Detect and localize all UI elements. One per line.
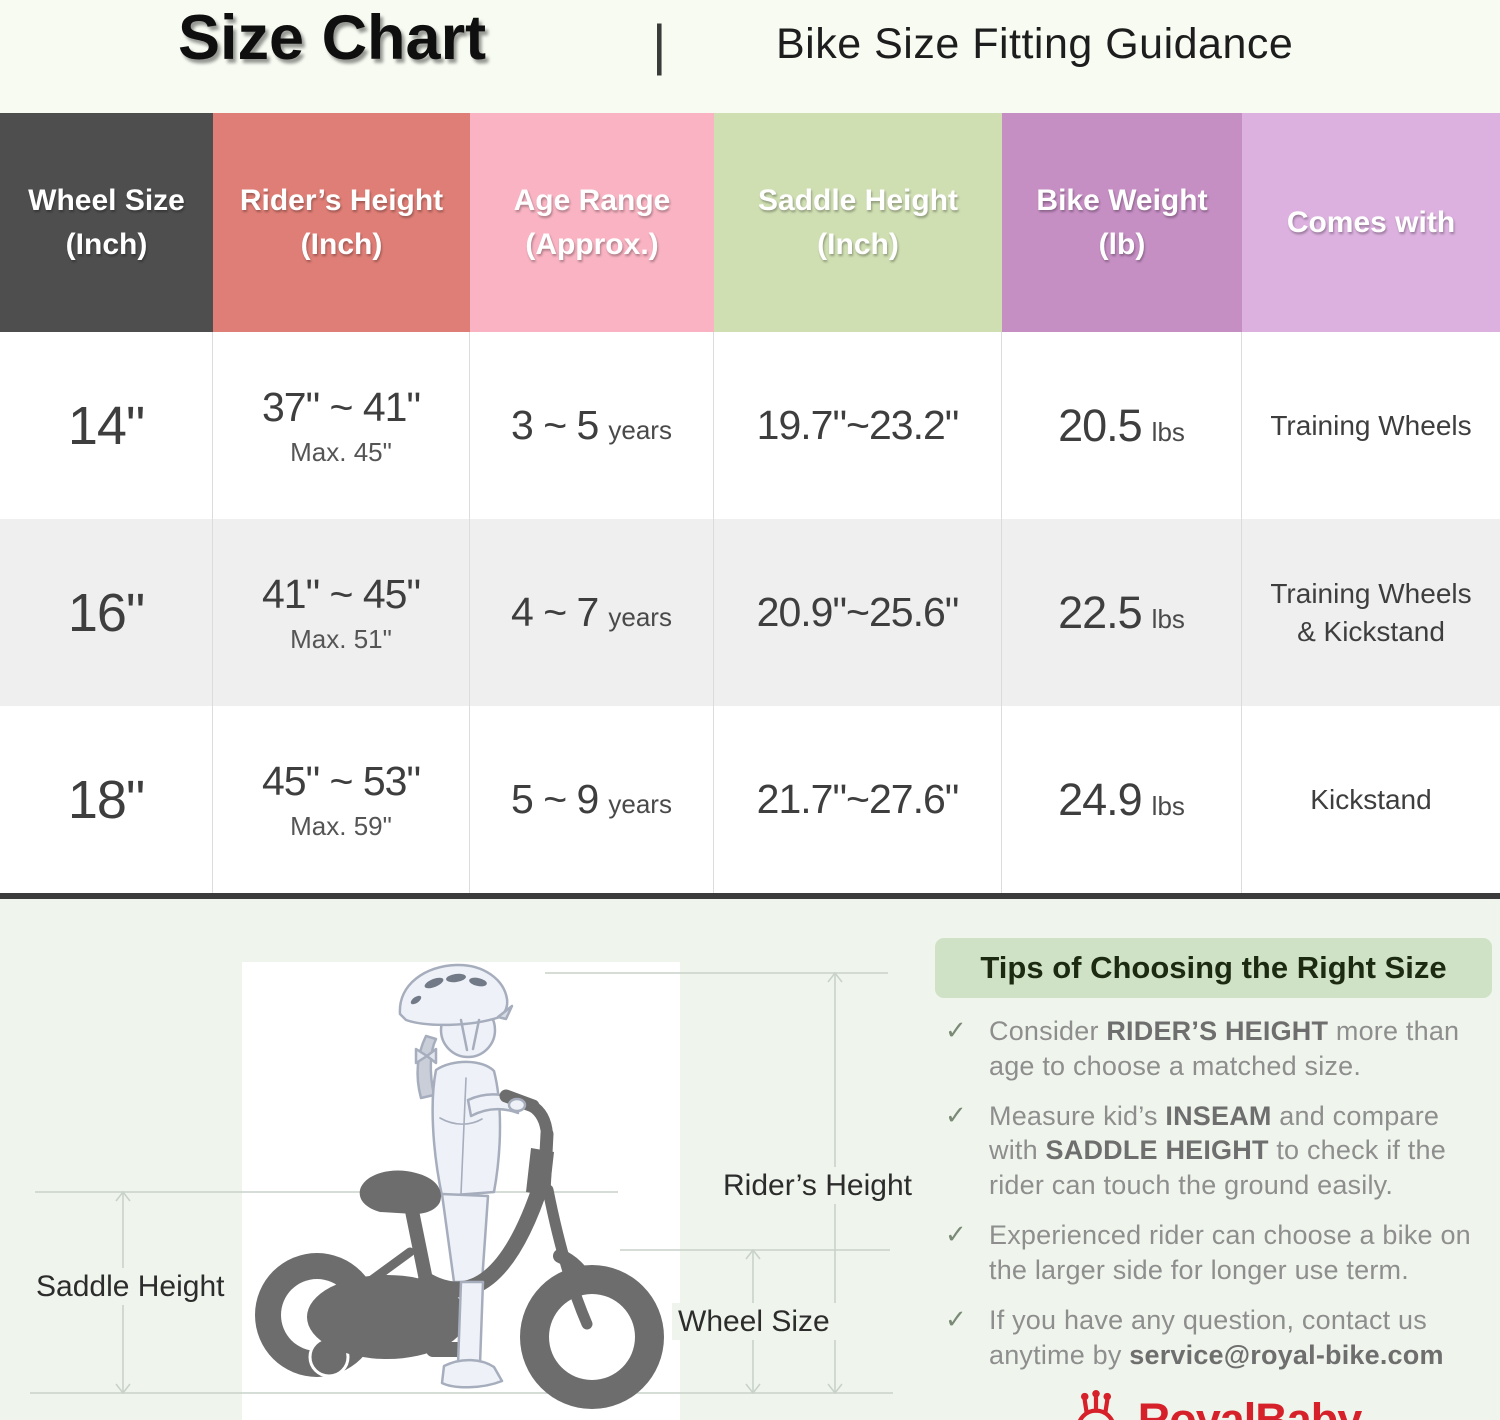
bike-weight-value: 24.9 bbox=[1058, 773, 1143, 825]
check-icon: ✓ bbox=[945, 1303, 967, 1334]
check-icon: ✓ bbox=[945, 1219, 967, 1250]
cell-age-range: 5 ~ 9 years bbox=[470, 706, 714, 893]
cell-age-range: 3 ~ 5 years bbox=[470, 332, 714, 519]
tip-text: If you have any question, contact us any… bbox=[989, 1304, 1444, 1370]
tip-item: ✓ If you have any question, contact us a… bbox=[935, 1303, 1492, 1373]
tips-list: ✓ Consider RIDER’S HEIGHT more than age … bbox=[935, 1014, 1492, 1372]
saddle-height-range: 20.9"~25.6" bbox=[756, 589, 960, 635]
age-range-value: 5 ~ 9 bbox=[511, 776, 599, 822]
weight-unit: lbs bbox=[1151, 603, 1185, 634]
tips-panel: Tips of Choosing the Right Size ✓ Consid… bbox=[935, 938, 1492, 1420]
cell-comes-with: Training Wheels & Kickstand bbox=[1242, 519, 1500, 706]
header-line: (Inch) bbox=[65, 227, 148, 261]
tip-text: Measure kid’s INSEAM and compare with SA… bbox=[989, 1100, 1446, 1201]
age-unit: years bbox=[608, 415, 672, 445]
title-separator: | bbox=[652, 13, 667, 76]
child-front-leg bbox=[440, 1097, 527, 1389]
comes-with-line: Training Wheels bbox=[1270, 409, 1472, 441]
wheel-size-value: 14" bbox=[67, 395, 145, 456]
cell-comes-with: Training Wheels bbox=[1242, 332, 1500, 519]
wheel-size-label: Wheel Size bbox=[672, 1303, 836, 1340]
header-line: Saddle Height bbox=[757, 184, 959, 217]
rider-height-max: Max. 45" bbox=[290, 436, 392, 467]
header-line: (Inch) bbox=[300, 227, 383, 261]
tips-header: Tips of Choosing the Right Size bbox=[935, 938, 1492, 998]
cell-rider-height: 45" ~ 53" Max. 59" bbox=[213, 706, 470, 893]
saddle-height-label: Saddle Height bbox=[30, 1268, 231, 1305]
check-icon: ✓ bbox=[945, 1099, 967, 1130]
bike-weight-value: 22.5 bbox=[1058, 586, 1143, 638]
cell-wheel-size: 16" bbox=[0, 519, 213, 706]
col-header-bike-weight: Bike Weight (lb) bbox=[1002, 113, 1242, 332]
riders-height-label: Rider’s Height bbox=[717, 1167, 918, 1204]
header-line: (Approx.) bbox=[525, 227, 659, 261]
cell-saddle-height: 19.7"~23.2" bbox=[714, 332, 1002, 519]
header-line: (Inch) bbox=[817, 227, 899, 261]
saddle-height-range: 21.7"~27.6" bbox=[756, 776, 960, 822]
rider-height-max: Max. 51" bbox=[290, 623, 392, 654]
bike-fitting-illustration bbox=[30, 962, 893, 1420]
wheel-size-value: 16" bbox=[67, 582, 145, 643]
weight-unit: lbs bbox=[1151, 416, 1185, 447]
col-header-comes-with: Comes with bbox=[1242, 113, 1500, 332]
cell-wheel-size: 18" bbox=[0, 706, 213, 893]
page-title: Size Chart bbox=[178, 3, 487, 73]
brand-logo: R RoyalBaby bbox=[935, 1387, 1492, 1420]
cell-age-range: 4 ~ 7 years bbox=[470, 519, 714, 706]
header-line: Wheel Size bbox=[28, 184, 185, 217]
age-unit: years bbox=[608, 602, 672, 632]
col-header-age-range: Age Range (Approx.) bbox=[470, 113, 714, 332]
tip-text: Consider RIDER’S HEIGHT more than age to… bbox=[989, 1016, 1460, 1081]
cell-comes-with: Kickstand bbox=[1242, 706, 1500, 893]
cell-saddle-height: 20.9"~25.6" bbox=[714, 519, 1002, 706]
page-subtitle: Bike Size Fitting Guidance bbox=[776, 20, 1294, 68]
header-line: Comes with bbox=[1286, 205, 1456, 239]
comes-with-line: & Kickstand bbox=[1297, 615, 1445, 647]
check-icon: ✓ bbox=[945, 1015, 967, 1045]
cell-rider-height: 41" ~ 45" Max. 51" bbox=[213, 519, 470, 706]
child-figure bbox=[398, 963, 520, 1284]
rider-height-max: Max. 59" bbox=[290, 810, 392, 841]
tip-item: ✓ Experienced rider can choose a bike on… bbox=[935, 1218, 1492, 1288]
header-line: Bike Weight bbox=[1036, 184, 1208, 217]
tip-item: ✓ Measure kid’s INSEAM and compare with … bbox=[935, 1099, 1492, 1203]
tip-text: Experienced rider can choose a bike on t… bbox=[989, 1220, 1471, 1285]
age-unit: years bbox=[608, 789, 672, 819]
header-line: Rider’s Height bbox=[239, 184, 444, 217]
size-table: Wheel Size (Inch) Rider’s Height (Inch) … bbox=[0, 113, 1500, 893]
cell-saddle-height: 21.7"~27.6" bbox=[714, 706, 1002, 893]
comes-with-line: Training Wheels bbox=[1270, 577, 1472, 609]
col-header-riders-height: Rider’s Height (Inch) bbox=[213, 113, 470, 332]
bike-weight-value: 20.5 bbox=[1058, 399, 1143, 451]
cell-rider-height: 37" ~ 41" Max. 45" bbox=[213, 332, 470, 519]
bike-silhouette bbox=[255, 1089, 664, 1409]
col-header-saddle-height: Saddle Height (Inch) bbox=[714, 113, 1002, 332]
saddle-height-range: 19.7"~23.2" bbox=[756, 402, 960, 448]
brand-name: RoyalBaby bbox=[1137, 1394, 1363, 1420]
header-line: Age Range bbox=[513, 184, 671, 217]
rider-height-range: 37" ~ 41" bbox=[261, 383, 421, 430]
dimension-lines bbox=[30, 971, 893, 1395]
cell-bike-weight: 20.5 lbs bbox=[1002, 332, 1242, 519]
comes-with-line: Kickstand bbox=[1310, 783, 1432, 815]
age-range-value: 4 ~ 7 bbox=[511, 589, 599, 635]
col-header-wheel-size: Wheel Size (Inch) bbox=[0, 113, 213, 332]
brand-crown-icon: R bbox=[1077, 1390, 1114, 1420]
tip-item: ✓ Consider RIDER’S HEIGHT more than age … bbox=[935, 1014, 1492, 1084]
weight-unit: lbs bbox=[1151, 790, 1185, 821]
title-bar: Size Chart | Bike Size Fitting Guidance bbox=[0, 0, 1500, 113]
cell-wheel-size: 14" bbox=[0, 332, 213, 519]
fitting-guidance-section: Saddle Height Rider’s Height Wheel Size … bbox=[0, 899, 1500, 1420]
cell-bike-weight: 24.9 lbs bbox=[1002, 706, 1242, 893]
section-divider bbox=[0, 893, 1500, 899]
age-range-value: 3 ~ 5 bbox=[511, 402, 599, 448]
support-email: service@royal-bike.com bbox=[1129, 1339, 1444, 1370]
rider-height-range: 45" ~ 53" bbox=[261, 757, 421, 804]
header-line: (lb) bbox=[1098, 227, 1146, 261]
wheel-size-value: 18" bbox=[67, 769, 145, 830]
rider-height-range: 41" ~ 45" bbox=[261, 570, 421, 617]
cell-bike-weight: 22.5 lbs bbox=[1002, 519, 1242, 706]
svg-text:R: R bbox=[1087, 1416, 1105, 1420]
